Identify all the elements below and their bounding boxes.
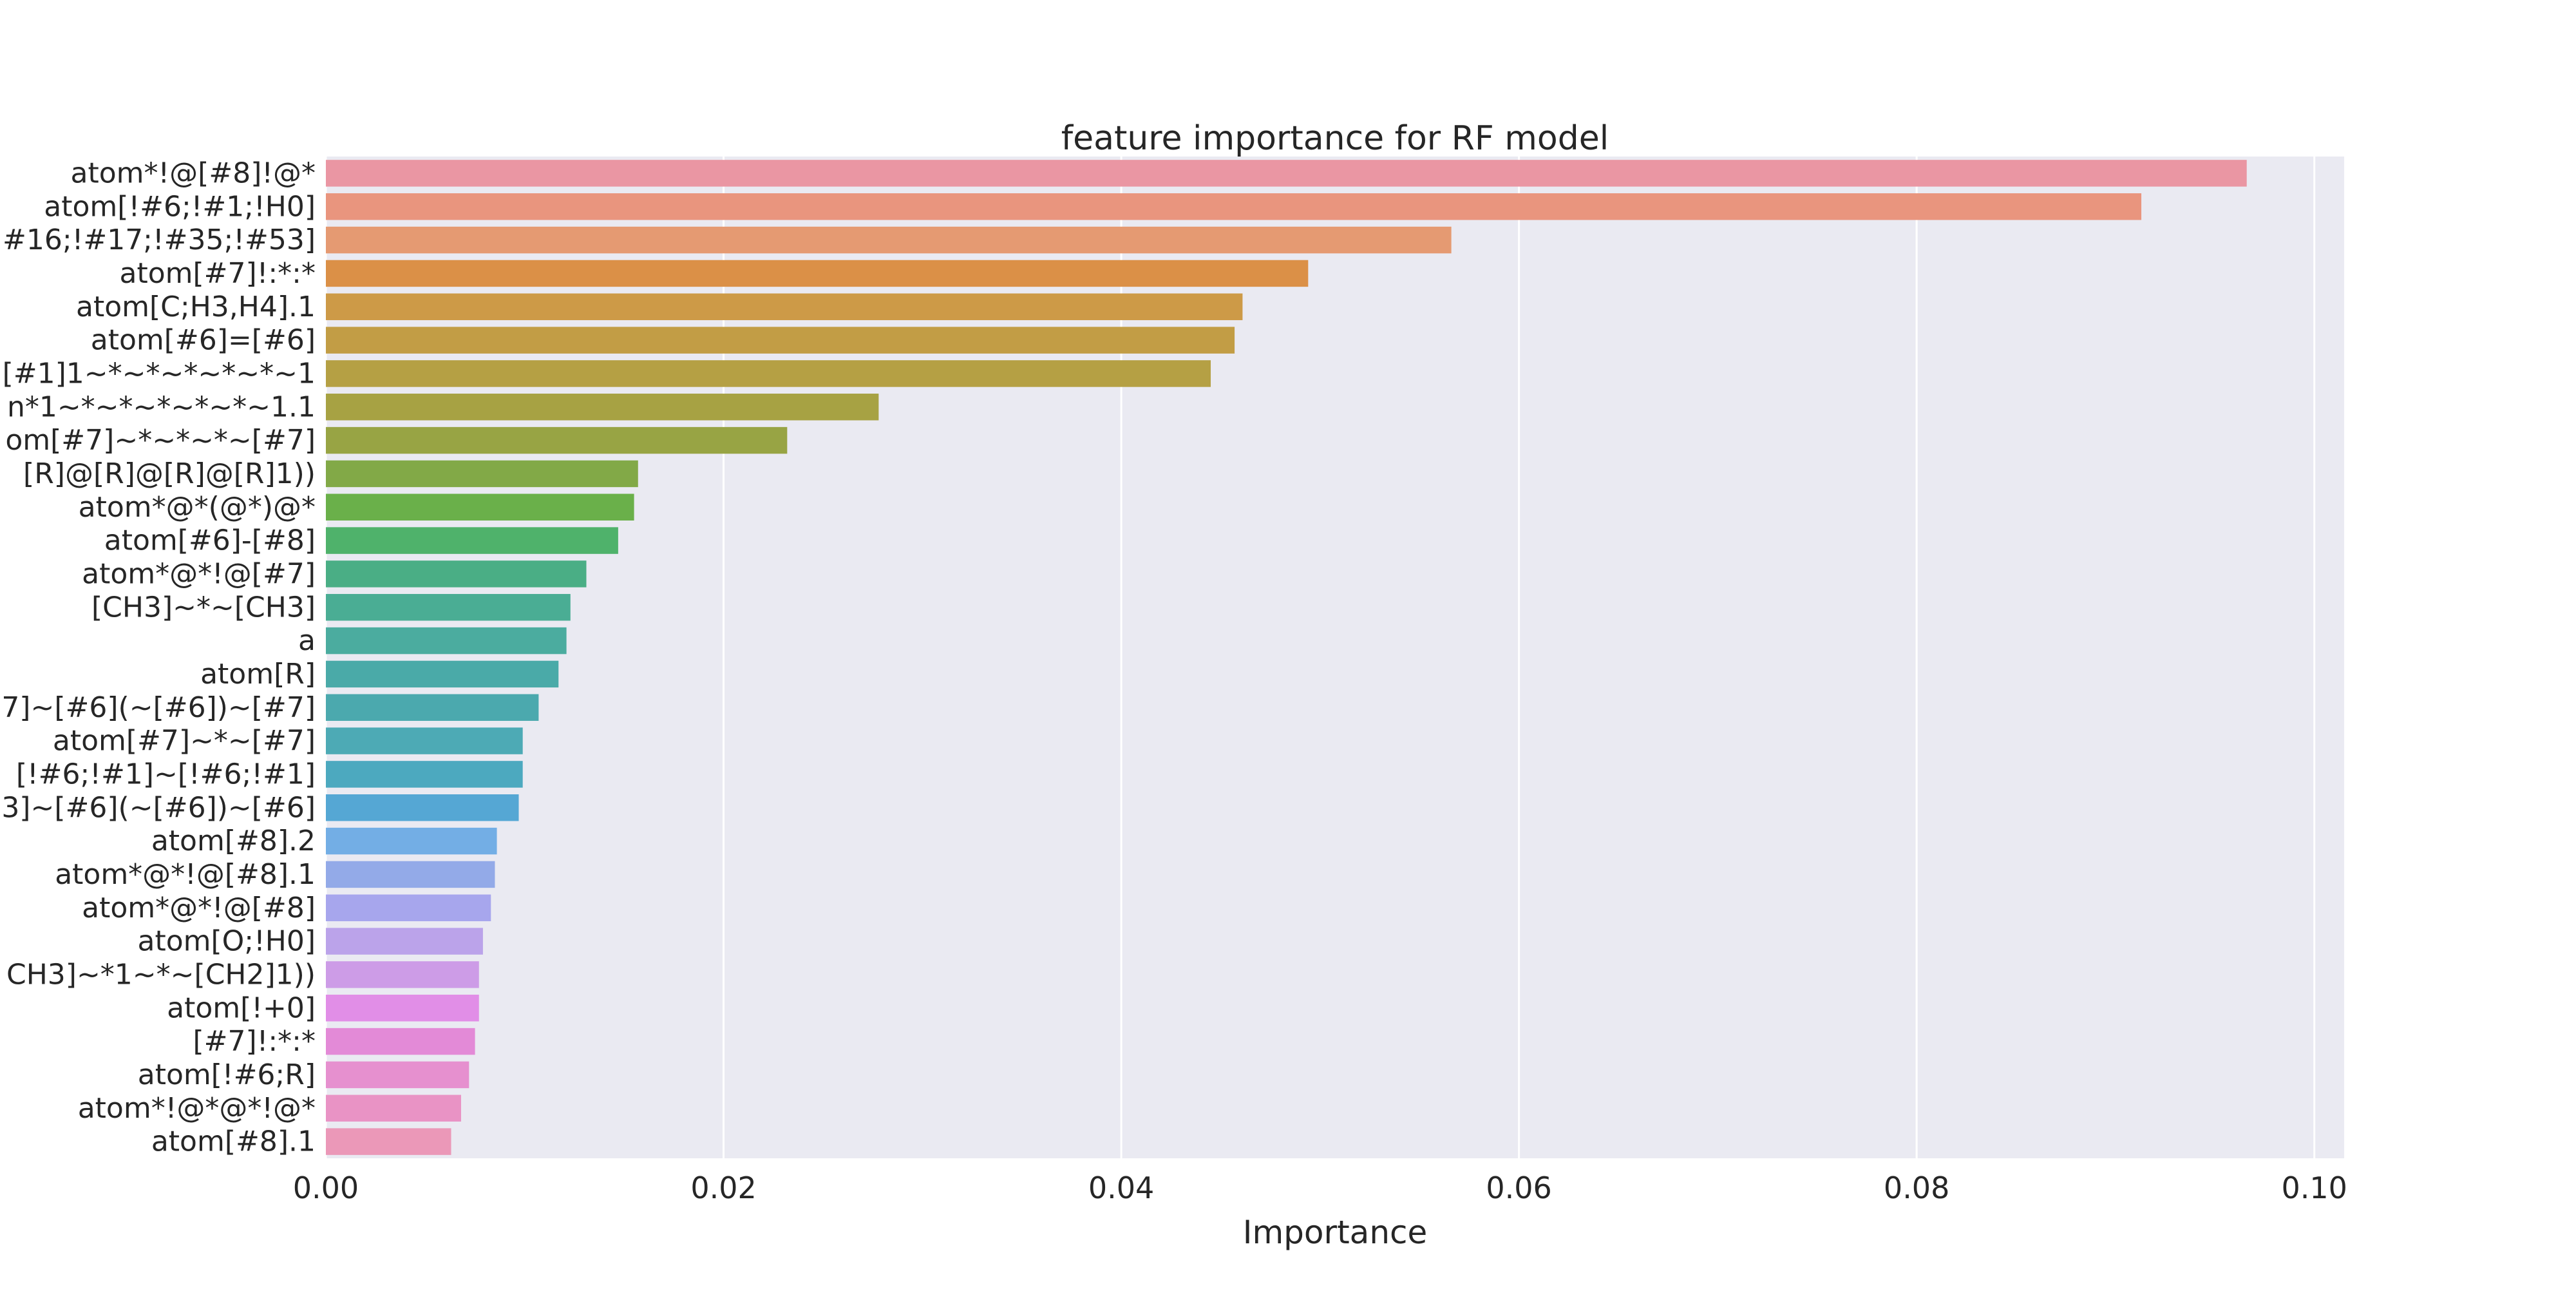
bar (326, 694, 539, 721)
x-tick-label: 0.10 (2281, 1171, 2347, 1205)
bar (326, 995, 479, 1022)
x-tick-label: 0.02 (690, 1171, 756, 1205)
y-tick-label: atom[#6]=[#6] (91, 324, 316, 357)
bar (326, 861, 495, 888)
bar (326, 761, 523, 788)
bar (326, 160, 2247, 187)
x-axis-label: Importance (1243, 1214, 1428, 1251)
bar (326, 293, 1243, 320)
y-tick-label: atom[!#6;R] (138, 1058, 316, 1091)
y-tick-label: [R]@[R]@[R]@[R]1)) (23, 457, 316, 490)
bar (326, 560, 587, 588)
bar (326, 426, 788, 454)
bar (326, 327, 1235, 354)
bar (326, 961, 479, 988)
y-tick-label: atom[!+0] (167, 991, 316, 1024)
bar (326, 894, 491, 921)
y-tick-label: [!#6;!#1]~[!#6;!#1] (16, 758, 316, 790)
y-tick-label: atom[#7]!:*:* (120, 257, 316, 290)
y-tick-label: atom*@*!@[#8].1 (55, 858, 316, 891)
bar (326, 794, 519, 821)
y-tick-label: atom[R] (200, 658, 316, 691)
y-tick-label: atom[!#6;!#1;!H0] (44, 190, 316, 223)
bar (326, 1095, 461, 1122)
y-tick-label: a (298, 624, 316, 657)
y-tick-label: atom[#8].2 (151, 825, 316, 857)
bar (326, 727, 523, 754)
bar (326, 1061, 469, 1089)
plot-background (326, 157, 2344, 1158)
x-tick-label: 0.08 (1884, 1171, 1949, 1205)
x-tick-labels: 0.00 0.02 0.04 0.06 0.08 0.10 (293, 1171, 2347, 1205)
grid-lines (325, 157, 2316, 1158)
y-tick-label: 7]~[#6](~[#6])~[#7] (1, 691, 316, 724)
chart-title: feature importance for RF model (1061, 119, 1609, 158)
x-tick-label: 0.00 (293, 1171, 359, 1205)
bar (326, 460, 638, 488)
bar (326, 193, 2142, 220)
y-tick-label: [CH3]~*~[CH3] (91, 591, 316, 624)
bar (326, 627, 567, 655)
y-tick-label: atom*@*(@*)@* (79, 491, 316, 524)
y-tick-label: atom*@*!@[#7] (82, 557, 316, 590)
bar (326, 1128, 451, 1155)
bar (326, 1028, 475, 1055)
bar (326, 226, 1452, 254)
y-tick-label: atom[C;H3,H4].1 (76, 291, 316, 323)
y-tick-label: [#1]1~*~*~*~*~*~1 (3, 357, 316, 390)
bar (326, 928, 483, 955)
y-tick-label: atom*@*!@[#8] (82, 892, 316, 924)
y-tick-label: atom[O;!H0] (137, 925, 316, 958)
y-tick-label: [#16;!#17;!#35;!#53] (0, 224, 316, 256)
bar (326, 660, 559, 688)
x-tick-label: 0.06 (1486, 1171, 1551, 1205)
bar (326, 827, 497, 855)
x-tick-label: 0.04 (1088, 1171, 1154, 1205)
y-tick-label: [#7]!:*:* (193, 1025, 316, 1058)
y-tick-label: atom[#8].1 (151, 1125, 316, 1158)
y-tick-label: CH3]~*1~*~[CH2]1)) (6, 958, 316, 991)
bar (326, 527, 618, 554)
bar (326, 394, 879, 421)
y-tick-label: atom[#7]~*~[#7] (53, 725, 316, 758)
y-tick-label: 3]~[#6](~[#6])~[#6] (1, 791, 316, 824)
y-tick-label: n*1~*~*~*~*~*~1.1 (7, 390, 316, 423)
y-tick-labels: atom*!@[#8]!@*atom[!#6;!#1;!H0][#16;!#17… (0, 157, 316, 1158)
bars (326, 160, 2247, 1155)
y-tick-label: atom*!@*@*!@* (78, 1092, 316, 1125)
bar (326, 594, 571, 621)
bar (326, 493, 634, 521)
y-tick-label: atom[#6]-[#8] (104, 524, 316, 557)
y-tick-label: atom*!@[#8]!@* (71, 157, 316, 189)
bar (326, 360, 1211, 387)
bar (326, 260, 1309, 287)
y-tick-label: om[#7]~*~*~*~[#7] (5, 424, 316, 457)
